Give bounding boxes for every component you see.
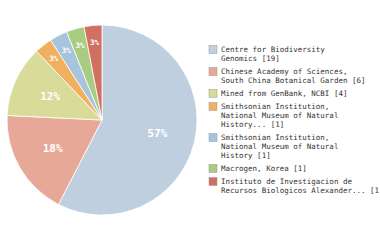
legend-label: Chinese Academy of Sciences,South China … bbox=[221, 67, 366, 85]
legend-label-line: Centre for Biodiversity bbox=[221, 45, 325, 54]
legend-label: Centre for BiodiversityGenomics [19] bbox=[221, 45, 325, 63]
legend-label-line: Smithsonian Institution, bbox=[221, 133, 329, 142]
data-labels: 57%18%12%3%3%3%3% bbox=[40, 38, 167, 155]
data-label: 57% bbox=[147, 127, 167, 140]
legend-item: Smithsonian Institution,National Museum … bbox=[209, 102, 338, 129]
legend-label: Instituto de Investigacion deRecursos Bi… bbox=[221, 177, 380, 195]
data-label: 12% bbox=[40, 90, 60, 103]
legend-swatch bbox=[209, 134, 217, 142]
legend-label-line: National Museum of Natural bbox=[221, 142, 338, 151]
legend-item: Instituto de Investigacion deRecursos Bi… bbox=[209, 177, 380, 195]
legend-label-line: History [1] bbox=[221, 151, 271, 160]
legend-item: Mined from GenBank, NCBI [4] bbox=[209, 89, 347, 98]
data-label: 3% bbox=[62, 46, 72, 55]
legend-label-line: Mined from GenBank, NCBI [4] bbox=[221, 89, 347, 98]
legend-swatch bbox=[209, 68, 217, 76]
legend-label-line: Instituto de Investigacion de bbox=[221, 177, 352, 186]
data-label: 3% bbox=[49, 54, 59, 63]
legend-item: Centre for BiodiversityGenomics [19] bbox=[209, 45, 325, 63]
legend: Centre for BiodiversityGenomics [19] Chin… bbox=[209, 45, 380, 195]
legend-label: Macrogen, Korea [1] bbox=[221, 164, 307, 173]
legend-item: Chinese Academy of Sciences,South China … bbox=[209, 67, 366, 85]
data-label: 3% bbox=[76, 41, 86, 50]
legend-label-line: Chinese Academy of Sciences, bbox=[221, 67, 347, 76]
legend-swatch bbox=[209, 103, 217, 111]
legend-label-line: National Museum of Natural bbox=[221, 111, 338, 120]
legend-label-line: Macrogen, Korea [1] bbox=[221, 164, 307, 173]
legend-swatch bbox=[209, 46, 217, 54]
legend-item: Macrogen, Korea [1] bbox=[209, 164, 307, 173]
legend-label: Smithsonian Institution,National Museum … bbox=[221, 102, 338, 129]
legend-label-line: Recursos Biologicos Alexander... [1] bbox=[221, 186, 380, 195]
data-label: 3% bbox=[90, 38, 100, 47]
legend-label-line: Genomics [19] bbox=[221, 54, 280, 63]
pie-slice bbox=[7, 115, 102, 204]
pie-slice bbox=[84, 25, 102, 120]
legend-label-line: South China Botanical Garden [6] bbox=[221, 76, 366, 85]
legend-label-line: Smithsonian Institution, bbox=[221, 102, 329, 111]
legend-label-line: History... [1] bbox=[221, 120, 284, 129]
legend-label: Mined from GenBank, NCBI [4] bbox=[221, 89, 347, 98]
legend-swatch bbox=[209, 90, 217, 98]
chart: 57%18%12%3%3%3%3%Centre for Biodiversity… bbox=[0, 0, 380, 240]
legend-swatch bbox=[209, 178, 217, 186]
pie bbox=[7, 25, 197, 215]
legend-label: Smithsonian Institution,National Museum … bbox=[221, 133, 338, 160]
legend-item: Smithsonian Institution,National Museum … bbox=[209, 133, 338, 160]
legend-swatch bbox=[209, 165, 217, 173]
data-label: 18% bbox=[43, 142, 63, 155]
